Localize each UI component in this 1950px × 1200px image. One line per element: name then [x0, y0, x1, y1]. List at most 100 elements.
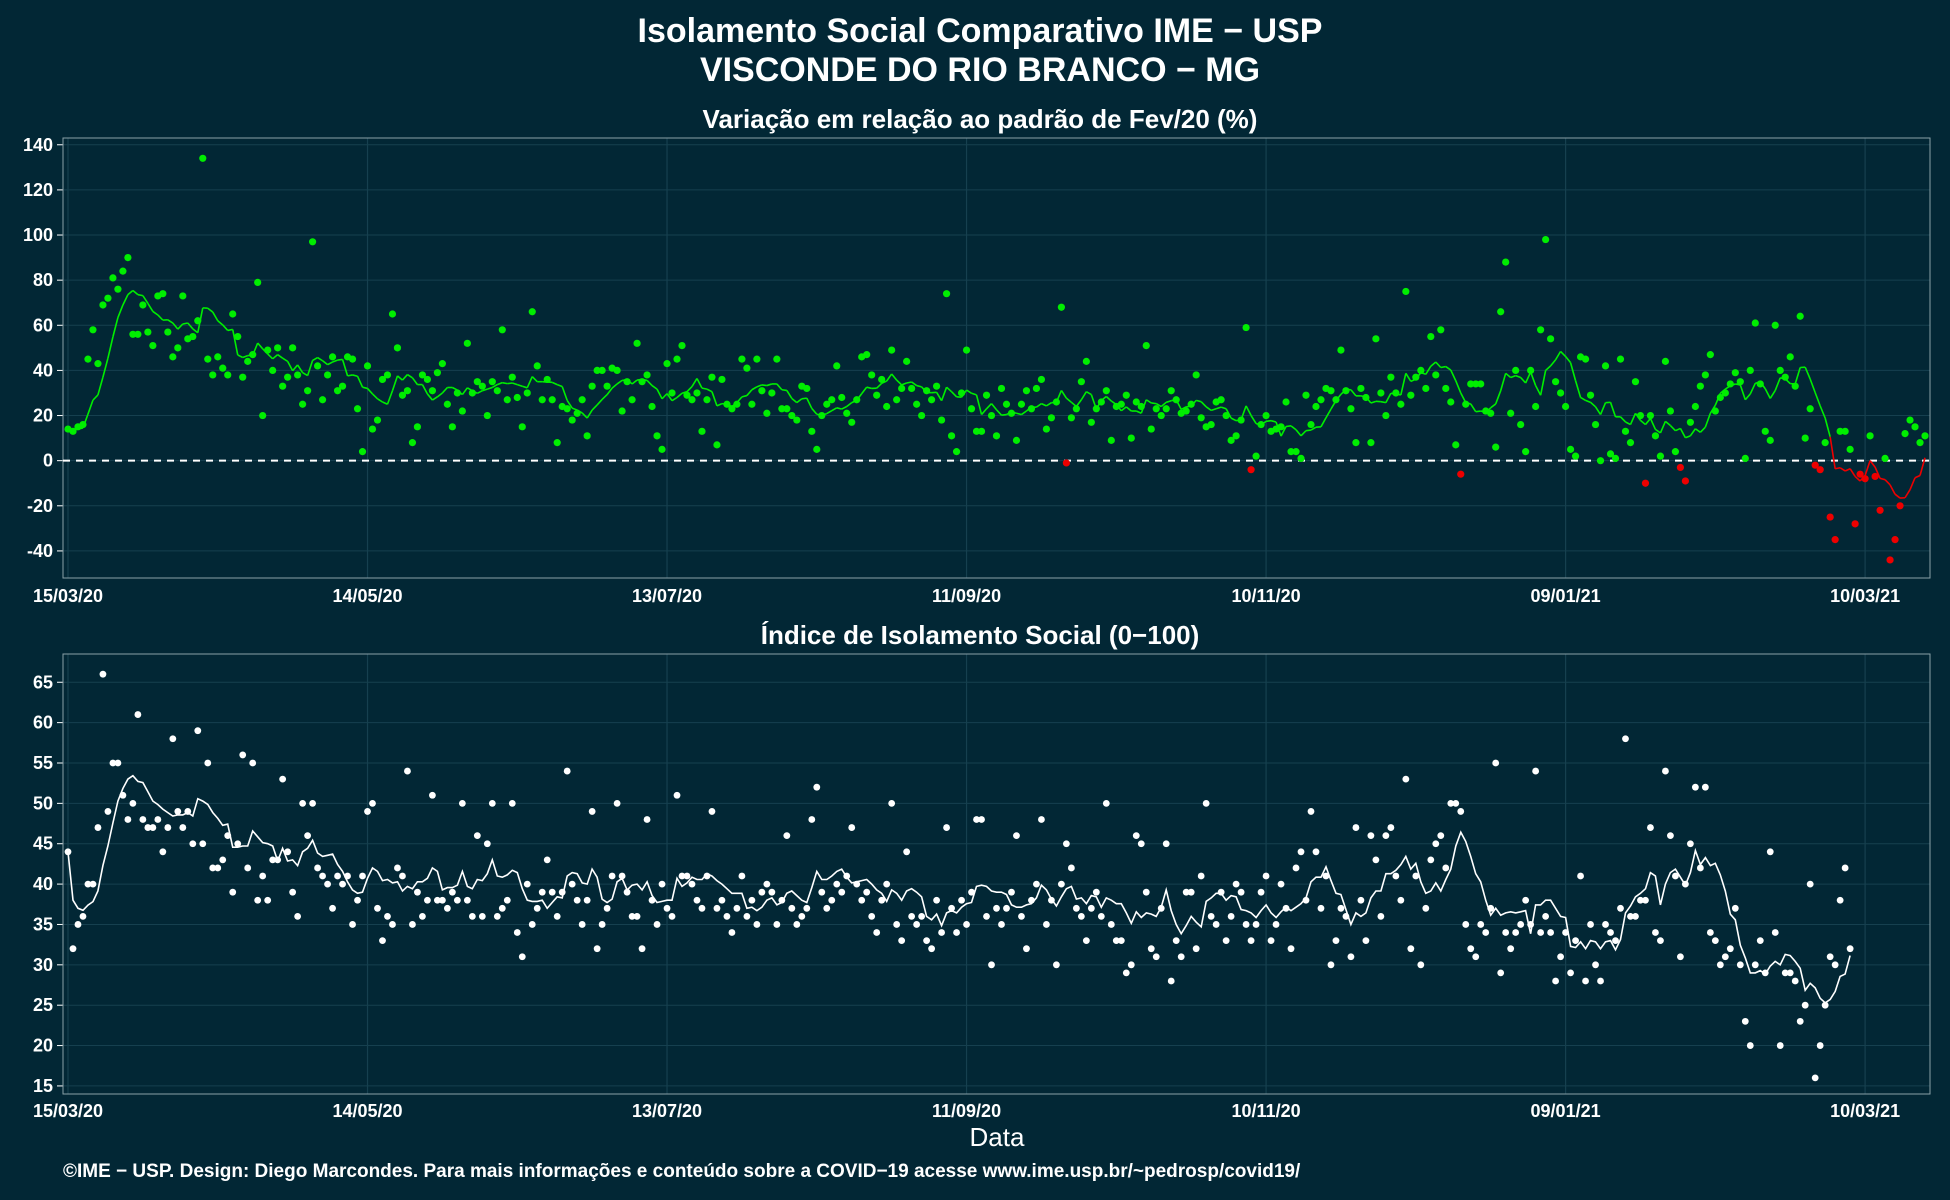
- data-point: [353, 405, 362, 413]
- data-point: [848, 824, 856, 831]
- data-point: [1237, 416, 1245, 424]
- data-point: [1377, 912, 1385, 920]
- data-point: [808, 816, 816, 823]
- data-point: [598, 921, 606, 928]
- data-point: [1527, 921, 1535, 928]
- trend-line-segment: [806, 397, 813, 409]
- data-point: [443, 904, 451, 912]
- data-point: [448, 888, 456, 896]
- data-point: [1517, 420, 1525, 429]
- data-point: [968, 888, 975, 896]
- data-point: [1801, 1001, 1809, 1009]
- data-point: [1337, 904, 1345, 912]
- trend-line-segment: [107, 336, 114, 359]
- trend-line-segment: [341, 359, 349, 377]
- data-point: [513, 393, 521, 402]
- data-point: [304, 387, 312, 395]
- data-point: [1087, 904, 1095, 912]
- data-point: [1836, 427, 1844, 435]
- trend-line-segment: [1400, 373, 1407, 396]
- trend-line-segment: [985, 403, 993, 410]
- trend-line-segment: [1405, 372, 1412, 382]
- data-point: [858, 896, 866, 904]
- trend-line-segment: [1205, 406, 1212, 412]
- trend-line-segment: [586, 409, 593, 419]
- data-point: [1332, 937, 1340, 945]
- trend-line-segment: [122, 294, 129, 306]
- data-point: [733, 904, 741, 912]
- data-point: [1901, 429, 1909, 438]
- data-point: [873, 929, 881, 936]
- data-point: [338, 382, 347, 390]
- data-point: [1282, 398, 1290, 406]
- data-point: [289, 888, 297, 896]
- data-point: [1362, 393, 1370, 402]
- trend-line-segment: [1769, 389, 1776, 399]
- data-point: [1527, 366, 1535, 375]
- trend-line-segment: [102, 357, 109, 378]
- trend-line-segment: [517, 383, 523, 387]
- data-point: [1008, 888, 1015, 896]
- data-point: [429, 791, 436, 799]
- data-point: [818, 411, 826, 420]
- data-point: [1407, 391, 1415, 399]
- data-point: [1197, 414, 1205, 422]
- data-point: [1367, 832, 1375, 840]
- data-point: [763, 880, 771, 888]
- trend-line-segment: [950, 391, 958, 398]
- y-tick-label: 20: [33, 1036, 53, 1056]
- data-point: [1437, 832, 1445, 840]
- data-point: [1746, 366, 1754, 375]
- data-point: [134, 711, 142, 718]
- data-point: [74, 921, 82, 928]
- data-point: [1622, 735, 1629, 743]
- data-point: [1302, 391, 1310, 399]
- data-point: [603, 904, 611, 912]
- trend-line-segment: [1490, 403, 1497, 409]
- trend-line-segment: [1909, 477, 1916, 490]
- data-point: [1172, 937, 1180, 945]
- trend-line-segment: [666, 393, 673, 402]
- y-tick-label: 35: [33, 914, 53, 934]
- data-point: [1332, 396, 1340, 404]
- data-point: [333, 387, 342, 395]
- data-point: [648, 896, 656, 904]
- data-point: [1681, 880, 1689, 888]
- trend-line-segment: [1894, 493, 1901, 499]
- data-point: [1716, 961, 1724, 969]
- trend-line-segment: [1675, 427, 1681, 432]
- data-point: [1297, 848, 1305, 856]
- trend-line-segment: [1664, 420, 1671, 427]
- trend-line-segment: [222, 324, 229, 331]
- data-point: [683, 872, 691, 880]
- x-tick-label: 13/07/20: [632, 586, 702, 606]
- data-point: [558, 888, 566, 896]
- trend-line-segment: [1594, 406, 1602, 416]
- data-point: [378, 375, 387, 384]
- data-point: [1846, 945, 1854, 953]
- trend-line-segment: [1809, 378, 1816, 393]
- data-point: [1472, 953, 1480, 961]
- trend-line-segment: [891, 373, 898, 381]
- data-point: [1357, 384, 1365, 393]
- data-point: [174, 344, 182, 352]
- data-point: [1731, 904, 1739, 912]
- x-tick-label: 11/09/20: [932, 1101, 1001, 1121]
- data-point: [523, 389, 531, 397]
- data-point: [269, 856, 277, 864]
- data-point: [1647, 824, 1654, 831]
- data-point: [403, 387, 412, 395]
- trend-line-segment: [611, 383, 618, 389]
- data-point: [573, 409, 581, 417]
- trend-line-segment: [286, 361, 294, 372]
- trend-line-segment: [1020, 410, 1027, 416]
- data-point: [1672, 872, 1679, 880]
- data-point: [1162, 405, 1170, 413]
- data-point: [498, 326, 506, 334]
- data-point: [623, 378, 631, 386]
- data-point: [1048, 896, 1055, 904]
- data-point: [1542, 235, 1550, 244]
- trend-line-segment: [1919, 457, 1926, 476]
- data-point: [518, 423, 526, 431]
- data-point: [673, 791, 681, 799]
